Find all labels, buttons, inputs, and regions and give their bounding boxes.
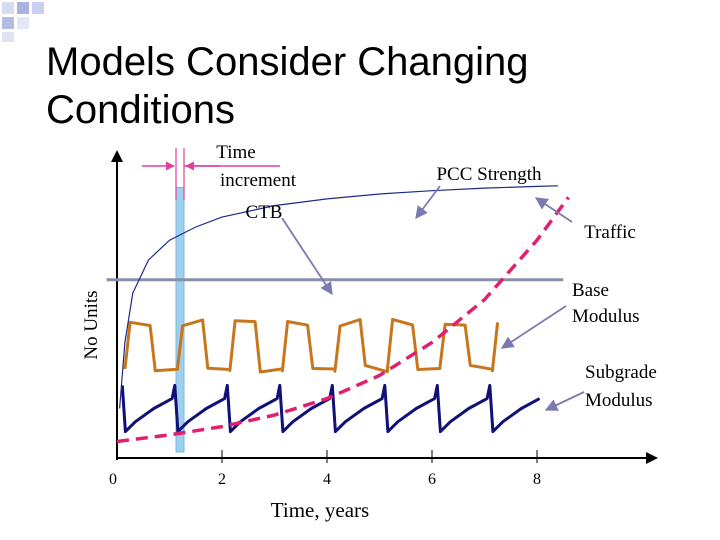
annotation-base-modulus: Modulus	[572, 306, 640, 327]
y-axis-label: No Units	[81, 290, 102, 359]
deco-square	[2, 17, 14, 29]
x-axis-label: Time, years	[271, 498, 369, 522]
arrow-base-modulus	[500, 305, 567, 349]
x-axis-arrowhead	[646, 452, 658, 464]
annotation-pcc-strength: PCC Strength	[436, 164, 542, 185]
annotation-time-increment: Time	[216, 142, 255, 163]
slide-title: Models Consider Changing Conditions	[46, 40, 529, 132]
x-tick-label: 2	[218, 471, 226, 488]
annotation-time-increment: increment	[220, 170, 297, 191]
deco-square	[32, 2, 44, 14]
series-line-subgrade-modulus	[120, 383, 541, 434]
deco-square	[17, 2, 29, 14]
series-line-base-modulus-wave	[123, 317, 500, 374]
annotation-subgrade-modulus: Subgrade	[585, 362, 657, 383]
x-tick-label: 0	[109, 471, 117, 488]
arrow-traffic	[534, 197, 573, 223]
x-tick-label: 6	[428, 471, 436, 488]
deco-square	[2, 2, 14, 14]
annotation-base-modulus: Base	[572, 280, 609, 301]
y-axis-arrowhead	[111, 150, 123, 162]
x-tick-label: 8	[533, 471, 541, 488]
time-increment-band	[175, 186, 185, 453]
annotation-ctb: CTB	[246, 202, 283, 223]
series-line-traffic	[116, 196, 570, 444]
arrow-ctb	[281, 217, 333, 296]
slide-decoration	[2, 2, 44, 42]
series-line-pcc-strength	[119, 185, 559, 409]
arrow-pcc-strength	[415, 185, 441, 220]
arrow-subgrade-modulus	[544, 391, 585, 411]
annotation-subgrade-modulus: Modulus	[585, 390, 653, 411]
deco-square	[2, 32, 14, 42]
deco-square	[17, 17, 29, 29]
annotation-traffic: Traffic	[584, 222, 636, 243]
x-tick-label: 4	[323, 471, 331, 488]
